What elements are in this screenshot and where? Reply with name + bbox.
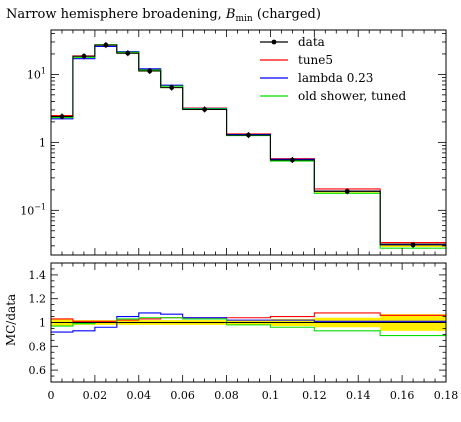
ratio-y-tick-label: 1: [39, 317, 46, 330]
data-point: [103, 42, 109, 48]
x-tick-label: 0.08: [214, 389, 239, 402]
data-point: [125, 50, 131, 56]
data-uncertainty-band-main: [51, 44, 446, 248]
series-line-tune5: [51, 44, 446, 244]
ratio-y-tick-label: 0.6: [29, 364, 47, 377]
legend-entry: data: [260, 35, 325, 49]
series-line-lambda-0-23: [51, 45, 446, 245]
y-tick-label: 1: [39, 136, 46, 149]
series-line-data: [51, 44, 446, 246]
data-point: [81, 53, 87, 59]
ratio-y-tick-label: 0.8: [29, 340, 47, 353]
data-point: [289, 157, 295, 163]
data-point: [147, 68, 153, 74]
x-tick-label: 0.16: [390, 389, 415, 402]
ratio-line-old-shower-tuned: [51, 317, 446, 337]
chart-title: Narrow hemisphere broadening, Bmin (char…: [6, 7, 321, 24]
x-axis-tick-labels: 0 0.02 0.04 0.06 0.08 0.1 0.12 0.14 0.16 0.18: [48, 389, 459, 402]
legend-label: tune5: [298, 53, 333, 67]
ratio-y-axis-label: MC/data: [4, 294, 18, 346]
ratio-y-tick-label: 1.2: [29, 293, 47, 306]
ratio-line-lambda-0-23: [51, 312, 446, 333]
ratio-plot-panel: 0.6 0.8 1 1.2 1.4: [29, 262, 447, 383]
main-plot-frame: [50, 29, 447, 256]
legend: data tune5 lambda 0.23 old shower, tuned: [260, 35, 406, 103]
x-tick-label: 0.04: [127, 389, 152, 402]
data-point: [169, 85, 175, 90]
data-point: [344, 188, 350, 194]
legend-marker: [271, 39, 277, 45]
legend-entry: old shower, tuned: [260, 89, 406, 103]
legend-label: lambda 0.23: [298, 71, 373, 85]
x-tick-label: 0.02: [83, 389, 108, 402]
legend-label: old shower, tuned: [298, 89, 406, 103]
x-tick-label: 0.1: [262, 389, 280, 402]
data-point: [246, 132, 251, 138]
x-tick-label: 0.06: [170, 389, 195, 402]
x-tick-label: 0.18: [434, 389, 459, 402]
legend-label: data: [298, 35, 325, 49]
data-point: [59, 114, 65, 119]
y-tick-label: 10−1: [20, 202, 46, 217]
x-tick-label: 0.14: [346, 389, 371, 402]
legend-entry: tune5: [260, 53, 333, 67]
ratio-y-tick-label: 1.4: [29, 269, 47, 282]
x-tick-label: 0: [48, 389, 55, 402]
legend-entry: lambda 0.23: [260, 71, 373, 85]
y-tick-label: 101: [27, 66, 46, 81]
x-tick-label: 0.12: [302, 389, 327, 402]
data-point: [410, 242, 416, 248]
series-line-old-shower-tuned: [51, 44, 446, 249]
data-point: [202, 107, 208, 112]
main-plot-panel: 10−1 1 101: [20, 29, 447, 256]
